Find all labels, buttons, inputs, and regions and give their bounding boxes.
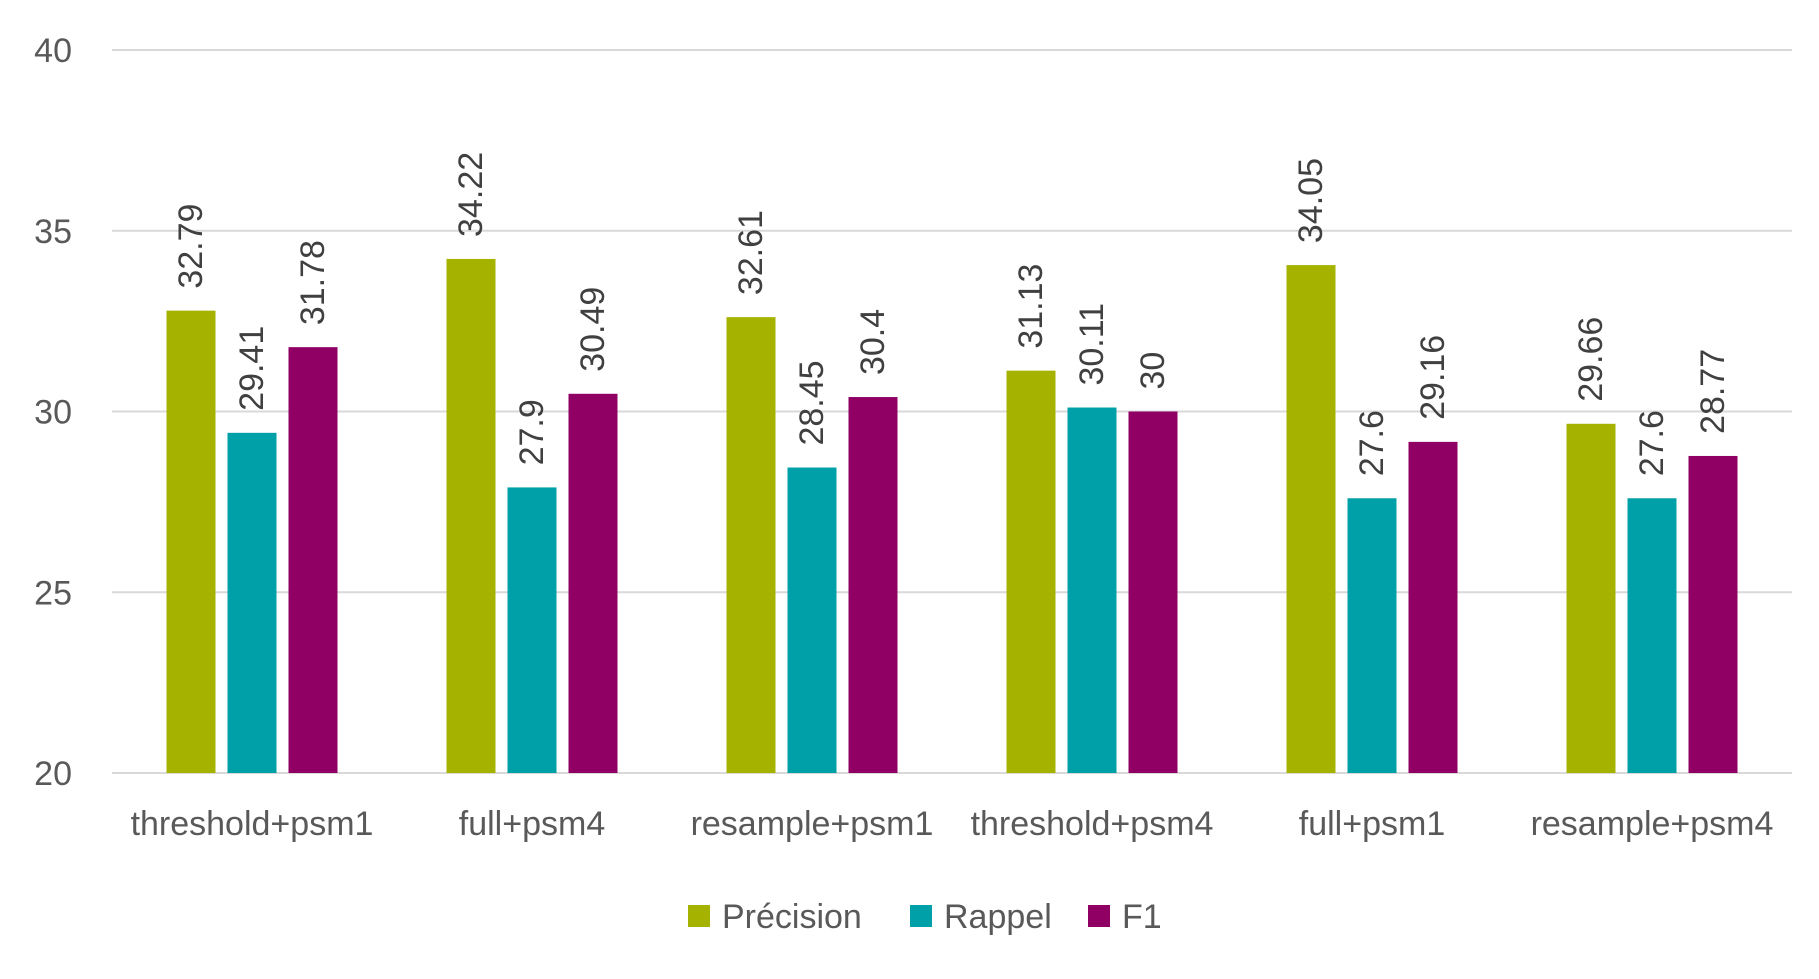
data-label: 28.45 — [793, 360, 831, 445]
data-label: 30 — [1134, 352, 1172, 390]
bar — [1566, 423, 1616, 773]
legend-swatch — [1088, 905, 1110, 927]
data-label: 31.13 — [1012, 264, 1050, 349]
x-category-label: threshold+psm4 — [971, 805, 1214, 843]
bar — [1347, 498, 1397, 773]
legend-swatch — [688, 905, 710, 927]
y-tick-label: 30 — [34, 394, 72, 432]
bar — [726, 317, 776, 773]
data-label: 32.61 — [732, 210, 770, 295]
bar — [1688, 455, 1738, 773]
x-axis-categories: threshold+psm1 full+psm4 resample+psm1 thre… — [131, 805, 1774, 843]
data-label: 34.05 — [1292, 158, 1330, 243]
x-category-label: resample+psm1 — [691, 805, 934, 843]
y-tick-label: 35 — [34, 213, 72, 251]
bar — [1067, 407, 1117, 773]
x-category-label: full+psm1 — [1299, 805, 1445, 843]
data-label: 27.6 — [1353, 410, 1391, 476]
data-label: 27.6 — [1633, 410, 1671, 476]
bar — [507, 487, 557, 773]
data-labels: 32.79 29.41 31.78 34.22 27.9 30.49 32.61 28.45 3… — [172, 152, 1732, 476]
bar — [848, 397, 898, 773]
data-label: 27.9 — [513, 399, 551, 465]
data-label: 31.78 — [294, 240, 332, 325]
bar — [1128, 411, 1178, 773]
bar — [446, 258, 496, 773]
bar — [568, 393, 618, 773]
data-label: 34.22 — [452, 152, 490, 237]
legend-label: F1 — [1122, 898, 1162, 936]
gridlines — [112, 49, 1792, 774]
bar — [227, 432, 277, 773]
data-label: 30.11 — [1073, 303, 1111, 386]
legend-swatch — [910, 905, 932, 927]
x-category-label: resample+psm4 — [1531, 805, 1774, 843]
data-label: 32.79 — [172, 204, 210, 289]
x-category-label: full+psm4 — [459, 805, 605, 843]
y-axis-ticks: 20 25 30 35 40 — [34, 32, 72, 793]
data-label: 29.66 — [1572, 317, 1610, 402]
bar — [166, 310, 216, 773]
legend-label: Rappel — [944, 898, 1052, 936]
legend: Précision Rappel F1 — [688, 898, 1162, 936]
data-label: 30.4 — [854, 309, 892, 375]
bar — [1286, 265, 1336, 773]
bar — [1006, 370, 1056, 773]
y-tick-label: 25 — [34, 574, 72, 612]
bar — [1408, 441, 1458, 773]
y-tick-label: 20 — [34, 755, 72, 793]
bars — [166, 258, 1738, 773]
y-tick-label: 40 — [34, 32, 72, 70]
legend-label: Précision — [722, 898, 862, 936]
data-label: 29.16 — [1414, 335, 1452, 420]
bar — [787, 467, 837, 773]
data-label: 29.41 — [233, 326, 271, 411]
x-category-label: threshold+psm1 — [131, 805, 374, 843]
data-label: 30.49 — [574, 287, 612, 372]
bar — [1627, 498, 1677, 773]
data-label: 28.77 — [1694, 349, 1732, 434]
bar — [288, 347, 338, 773]
